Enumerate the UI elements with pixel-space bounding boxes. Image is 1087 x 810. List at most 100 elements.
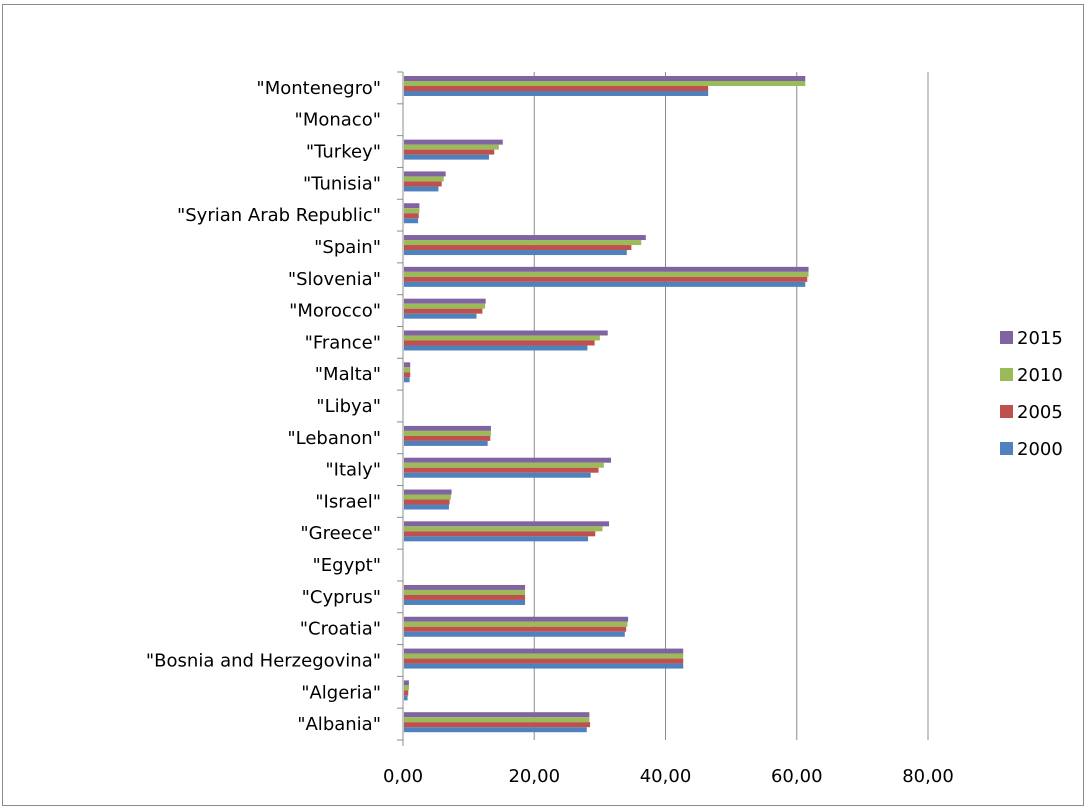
bar-2000 bbox=[404, 186, 439, 192]
bar-2000 bbox=[404, 154, 489, 160]
bar-2010 bbox=[404, 717, 590, 723]
bar-2000 bbox=[404, 313, 477, 319]
category-label: "Slovenia" bbox=[288, 269, 381, 290]
bar-2015 bbox=[404, 330, 608, 336]
bar-2015 bbox=[404, 235, 646, 241]
category-label: "Israel" bbox=[315, 491, 381, 512]
bar-2000 bbox=[404, 218, 419, 224]
bar-2010 bbox=[404, 621, 628, 627]
bar-2005 bbox=[404, 149, 495, 155]
category-label: "France" bbox=[305, 332, 381, 353]
category-label: "Italy" bbox=[325, 460, 381, 481]
bar-2000 bbox=[404, 281, 806, 287]
category-label: "Spain" bbox=[314, 237, 381, 258]
bar-2000 bbox=[404, 663, 684, 669]
bar-2005 bbox=[404, 245, 632, 251]
bar-2015 bbox=[404, 712, 590, 718]
legend-label-2010: 2010 bbox=[1017, 365, 1063, 386]
bar-2015 bbox=[404, 362, 411, 368]
bar-2000 bbox=[404, 631, 625, 637]
bar-2010 bbox=[404, 81, 806, 86]
legend-swatch-2005 bbox=[1000, 405, 1013, 418]
bar-2000 bbox=[404, 250, 627, 256]
bar-2010 bbox=[404, 240, 642, 246]
bar-2010 bbox=[404, 303, 486, 309]
legend-label-2005: 2005 bbox=[1017, 402, 1063, 423]
bar-2005 bbox=[404, 181, 442, 187]
x-tick-label: 80,00 bbox=[902, 766, 954, 787]
bar-2005 bbox=[404, 626, 627, 632]
bar-2000 bbox=[404, 91, 709, 96]
bar-2005 bbox=[404, 467, 599, 473]
bar-2015 bbox=[404, 203, 420, 209]
bar-2005 bbox=[404, 499, 450, 505]
bar-2000 bbox=[404, 599, 526, 605]
category-label: "Turkey" bbox=[306, 142, 381, 163]
category-label: "Cyprus" bbox=[302, 587, 381, 608]
category-label: "Albania" bbox=[297, 714, 381, 735]
bar-2005 bbox=[404, 86, 709, 91]
legend-label-2000: 2000 bbox=[1017, 439, 1063, 460]
category-label: "Morocco" bbox=[289, 301, 381, 322]
category-label: "Greece" bbox=[300, 523, 381, 544]
bar-2010 bbox=[404, 335, 600, 341]
category-label: "Syrian Arab Republic" bbox=[177, 205, 381, 226]
legend-swatch-2010 bbox=[1000, 368, 1013, 381]
bar-2010 bbox=[404, 271, 809, 277]
bar-2000 bbox=[404, 727, 587, 733]
x-tick-label: 0,00 bbox=[383, 766, 423, 787]
bar-2005 bbox=[404, 276, 808, 282]
bar-2015 bbox=[404, 425, 491, 431]
bar-2000 bbox=[404, 440, 488, 446]
bar-2010 bbox=[404, 526, 603, 532]
bar-2000 bbox=[404, 504, 449, 510]
bar-2000 bbox=[404, 472, 591, 478]
bar-2015 bbox=[404, 489, 452, 495]
bar-2015 bbox=[404, 266, 809, 272]
bar-2005 bbox=[404, 658, 684, 664]
bar-2015 bbox=[404, 584, 526, 590]
bar-2015 bbox=[404, 648, 684, 654]
bar-2015 bbox=[404, 139, 503, 145]
category-label: "Tunisia" bbox=[303, 173, 381, 194]
category-label: "Monaco" bbox=[295, 110, 381, 131]
bar-2000 bbox=[404, 345, 588, 351]
category-label: "Algeria" bbox=[301, 682, 381, 703]
legend-label-2015: 2015 bbox=[1017, 328, 1063, 349]
category-label: "Croatia" bbox=[300, 619, 381, 640]
bar-2005 bbox=[404, 308, 483, 314]
category-label: "Egypt" bbox=[313, 555, 382, 576]
bar-2005 bbox=[404, 340, 595, 346]
legend-swatch-2000 bbox=[1000, 442, 1013, 455]
bar-2010 bbox=[404, 430, 491, 436]
bar-2010 bbox=[404, 589, 526, 595]
bar-2015 bbox=[404, 616, 629, 622]
bar-2010 bbox=[404, 144, 499, 150]
bar-2010 bbox=[404, 494, 451, 500]
bar-2010 bbox=[404, 685, 409, 691]
x-tick-label: 40,00 bbox=[640, 766, 692, 787]
bar-2005 bbox=[404, 594, 526, 600]
bar-2010 bbox=[404, 462, 604, 468]
bar-2005 bbox=[404, 435, 491, 441]
category-label: "Libya" bbox=[316, 396, 381, 417]
category-label: "Lebanon" bbox=[287, 428, 381, 449]
bar-2005 bbox=[404, 722, 591, 728]
bar-2000 bbox=[404, 377, 410, 383]
bar-2010 bbox=[404, 208, 420, 214]
bar-2005 bbox=[404, 690, 409, 696]
bar-2010 bbox=[404, 653, 684, 659]
bar-2010 bbox=[404, 367, 411, 373]
x-tick-label: 60,00 bbox=[771, 766, 823, 787]
bar-2015 bbox=[404, 521, 610, 527]
bar-2015 bbox=[404, 298, 486, 304]
bar-2010 bbox=[404, 176, 444, 182]
bar-2000 bbox=[404, 536, 589, 542]
bar-2015 bbox=[404, 76, 806, 81]
bar-2005 bbox=[404, 213, 419, 219]
bar-2015 bbox=[404, 680, 409, 686]
legend-swatch-2015 bbox=[1000, 331, 1013, 344]
category-label: "Montenegro" bbox=[256, 78, 381, 99]
bar-2015 bbox=[404, 171, 446, 177]
